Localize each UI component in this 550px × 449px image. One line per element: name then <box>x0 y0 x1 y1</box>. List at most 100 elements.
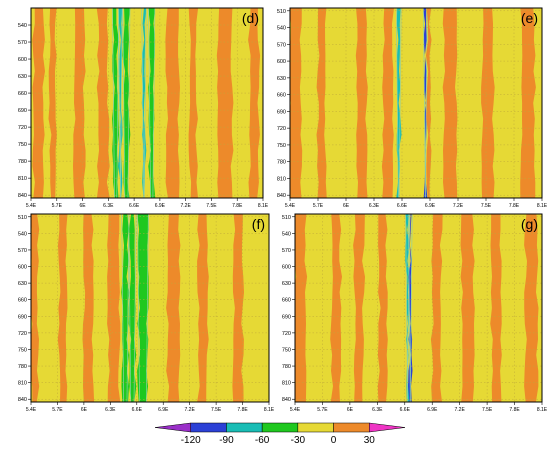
field-band <box>57 214 68 402</box>
x-tick-label: 5.4E <box>26 203 37 209</box>
y-tick-label: 810 <box>277 176 286 182</box>
x-tick-label: 7.8E <box>232 203 243 209</box>
field-band <box>232 214 244 402</box>
contour-line <box>121 214 125 402</box>
x-tick-label: 7.5E <box>211 407 222 413</box>
y-tick-label: 510 <box>18 215 27 221</box>
x-tick-label: 6E <box>79 203 86 209</box>
y-tick-label: 600 <box>282 265 291 271</box>
x-tick-label: 7.5E <box>482 407 493 413</box>
field-band <box>148 8 156 198</box>
x-tick-label: 5.7E <box>313 203 324 209</box>
y-tick-label: 540 <box>282 231 291 237</box>
y-tick-label: 690 <box>18 314 27 320</box>
y-tick-label: 750 <box>277 143 286 149</box>
x-tick-label: 6.9E <box>425 203 436 209</box>
y-tick-label: 540 <box>18 231 27 237</box>
colorbar-segment <box>154 422 191 433</box>
y-tick-label: 810 <box>18 381 27 387</box>
contour-line <box>128 214 132 402</box>
field-band <box>166 214 181 402</box>
contour-line <box>424 8 428 198</box>
y-tick-label: 690 <box>282 314 291 320</box>
y-tick-label: 840 <box>277 193 286 199</box>
x-tick-label: 7.5E <box>206 203 217 209</box>
colorbar-segment <box>190 422 227 433</box>
colorbar-label: -120 <box>181 435 201 446</box>
field-band <box>165 8 180 198</box>
plot-area <box>295 214 542 402</box>
y-tick-label: 690 <box>277 109 286 115</box>
contour-line <box>407 214 410 402</box>
y-tick-label: 840 <box>18 193 27 199</box>
contour-line <box>143 8 147 198</box>
x-tick-label: 5.7E <box>317 407 328 413</box>
y-tick-label: 750 <box>282 347 291 353</box>
contour-line <box>395 8 399 198</box>
y-tick-label: 600 <box>18 265 27 271</box>
field-band <box>73 8 86 198</box>
y-tick-label: 630 <box>277 76 286 82</box>
x-tick-label: 6.9E <box>155 203 166 209</box>
plot-area <box>290 8 542 198</box>
x-tick-label: 6.3E <box>372 407 383 413</box>
y-tick-label: 630 <box>18 281 27 287</box>
panel-label: (g) <box>521 216 538 232</box>
colorbar-label: -60 <box>255 435 270 446</box>
x-tick-label: 8.1E <box>537 407 548 413</box>
field-band <box>381 8 394 198</box>
field-band <box>82 214 95 402</box>
y-tick-label: 600 <box>18 57 27 63</box>
x-tick-label: 5.7E <box>52 407 63 413</box>
field-band <box>188 8 199 198</box>
y-tick-label: 810 <box>18 176 27 182</box>
y-tick-label: 720 <box>18 331 27 337</box>
colorbar-label: 0 <box>331 435 337 446</box>
contour-line <box>146 214 149 402</box>
field-band <box>96 8 110 198</box>
contour-line <box>126 214 130 402</box>
y-tick-label: 660 <box>18 298 27 304</box>
field-band <box>137 214 149 402</box>
field-band <box>460 214 475 402</box>
x-tick-label: 5.7E <box>52 203 63 209</box>
panel-d: 540 570 600 630 660 690 720 750 780 810 840 5.4E 5.7… <box>18 7 269 209</box>
y-tick-label: 720 <box>277 126 286 132</box>
y-tick-label: 540 <box>18 23 27 29</box>
x-tick-label: 6E <box>81 407 88 413</box>
x-tick-label: 6E <box>347 407 354 413</box>
y-tick-label: 570 <box>18 248 27 254</box>
y-tick-label: 720 <box>282 331 291 337</box>
y-tick-label: 780 <box>282 364 291 370</box>
y-tick-label: 840 <box>18 397 27 403</box>
y-tick-label: 810 <box>282 381 291 387</box>
contour-line <box>137 214 140 402</box>
y-tick-label: 630 <box>282 281 291 287</box>
y-tick-label: 570 <box>277 42 286 48</box>
field-band <box>197 214 209 402</box>
x-tick-label: 7.8E <box>509 203 520 209</box>
y-tick-label: 570 <box>282 248 291 254</box>
panel-frame <box>289 7 543 199</box>
y-tick-label: 660 <box>277 93 286 99</box>
contour-line <box>119 8 123 198</box>
colorbar: -120 -90 -60 -30 0 30 <box>154 422 406 446</box>
panel-frame <box>30 213 270 403</box>
y-tick-label: 840 <box>282 397 291 403</box>
x-tick-label: 6.3E <box>103 203 114 209</box>
contour-line <box>118 8 121 198</box>
x-tick-label: 7.2E <box>185 407 196 413</box>
x-tick-label: 5.4E <box>290 407 301 413</box>
colorbar-segment <box>261 422 299 433</box>
field-band <box>353 214 365 402</box>
colorbar-label: -30 <box>291 435 306 446</box>
panel-label: (d) <box>242 10 259 26</box>
plot-area <box>31 8 263 198</box>
x-tick-label: 7.8E <box>237 407 248 413</box>
y-tick-label: 570 <box>18 40 27 46</box>
field-band <box>442 8 458 198</box>
y-tick-label: 750 <box>18 142 27 148</box>
y-tick-label: 780 <box>277 160 286 166</box>
colorbar-segment <box>333 422 370 433</box>
field-band <box>330 214 342 402</box>
